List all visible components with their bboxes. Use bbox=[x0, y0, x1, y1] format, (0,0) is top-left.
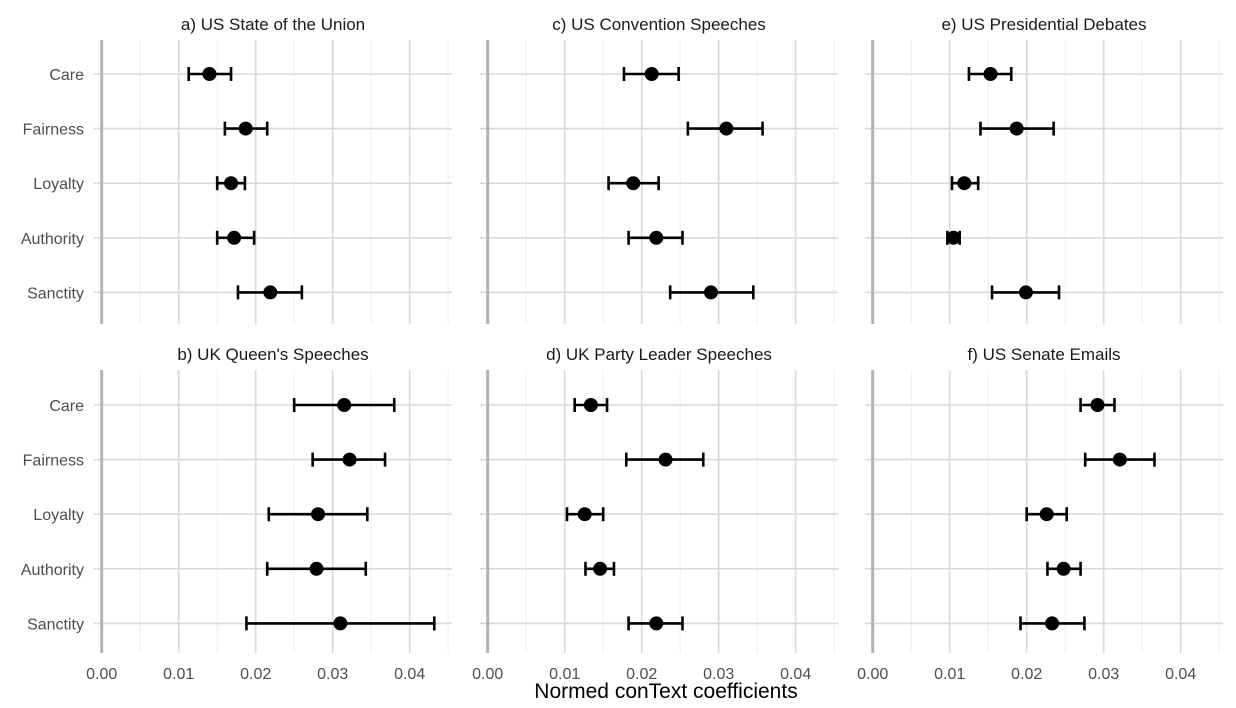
coefficient-point bbox=[644, 67, 659, 81]
category-label: Fairness bbox=[23, 453, 84, 470]
coefficient-point bbox=[703, 285, 718, 300]
x-tick-label: 0.02 bbox=[240, 666, 271, 683]
panel-title: c) US Convention Speeches bbox=[552, 15, 766, 34]
coefficient-point bbox=[957, 176, 972, 191]
x-axis-title: Normed conText coefficients bbox=[534, 680, 797, 703]
coefficient-point bbox=[577, 507, 592, 522]
x-tick-label: 0.04 bbox=[394, 666, 425, 683]
coefficient-point bbox=[337, 398, 352, 412]
category-label: Authority bbox=[21, 562, 84, 579]
panel-title: f) US Senate Emails bbox=[967, 345, 1120, 364]
panel: f) US Senate Emails 0.00 0.01 0.02 0.03 0.04 bbox=[857, 345, 1223, 683]
coefficient-point bbox=[1090, 398, 1105, 412]
coefficient-point bbox=[1112, 452, 1127, 467]
coefficient-point bbox=[1009, 121, 1024, 136]
coefficient-point bbox=[1039, 507, 1054, 522]
coefficient-point bbox=[342, 452, 357, 467]
coefficient-point bbox=[1056, 561, 1071, 576]
x-tick-label: 0.01 bbox=[934, 666, 965, 683]
panel: c) US Convention Speeches bbox=[480, 15, 838, 324]
coefficient-point bbox=[626, 176, 641, 191]
coefficient-point bbox=[224, 176, 239, 191]
panel-title: b) UK Queen's Speeches bbox=[177, 345, 368, 364]
coefficient-point bbox=[309, 561, 324, 576]
x-tick-label: 0.02 bbox=[626, 666, 657, 683]
panel-title: d) UK Party Leader Speeches bbox=[546, 345, 772, 364]
panel: a) US State of the Union Care Fairness Loya… bbox=[21, 15, 452, 324]
coefficient-point bbox=[1018, 285, 1033, 300]
coefficient-point bbox=[649, 230, 664, 245]
panel-title: a) US State of the Union bbox=[181, 15, 365, 34]
category-label: Fairness bbox=[23, 122, 84, 139]
coefficient-point bbox=[1045, 616, 1060, 631]
coefficient-point bbox=[238, 121, 253, 136]
panel: b) UK Queen's Speeches Care Fairness Loyalt… bbox=[21, 345, 452, 683]
coefficient-point bbox=[983, 67, 998, 81]
category-label: Sanctity bbox=[27, 616, 84, 633]
coefficient-point bbox=[649, 616, 664, 631]
category-label: Loyalty bbox=[33, 507, 84, 524]
x-tick-label: 0.04 bbox=[1165, 666, 1196, 683]
coefficient-point bbox=[583, 398, 598, 412]
coefficient-point bbox=[719, 121, 734, 136]
x-tick-label: 0.00 bbox=[857, 666, 888, 683]
coefficient-point bbox=[263, 285, 278, 300]
x-tick-label: 0.03 bbox=[1088, 666, 1119, 683]
category-label: Authority bbox=[21, 231, 84, 248]
coefficient-point bbox=[946, 230, 961, 245]
x-tick-label: 0.00 bbox=[472, 666, 503, 683]
chart-panels: a) US State of the Union Care Fairness Loya… bbox=[21, 15, 1223, 683]
coefficient-point bbox=[333, 616, 348, 631]
coefficient-point bbox=[202, 67, 217, 81]
category-label: Sanctity bbox=[27, 285, 84, 302]
panel: d) UK Party Leader Speeches 0.00 0.01 0.02 0… bbox=[472, 345, 838, 683]
coefficient-point bbox=[311, 507, 326, 522]
panel: e) US Presidential Debates bbox=[865, 15, 1223, 324]
x-tick-label: 0.02 bbox=[1011, 666, 1042, 683]
x-tick-label: 0.04 bbox=[780, 666, 811, 683]
x-tick-label: 0.03 bbox=[703, 666, 734, 683]
coefficient-point bbox=[227, 230, 242, 245]
coefficient-point bbox=[593, 561, 608, 576]
category-label: Loyalty bbox=[33, 176, 84, 193]
coefficient-point bbox=[658, 452, 673, 467]
x-tick-label: 0.01 bbox=[549, 666, 580, 683]
category-label: Care bbox=[49, 67, 84, 84]
x-tick-label: 0.03 bbox=[317, 666, 348, 683]
x-tick-label: 0.00 bbox=[86, 666, 117, 683]
x-tick-label: 0.01 bbox=[163, 666, 194, 683]
panel-title: e) US Presidential Debates bbox=[941, 15, 1146, 34]
category-label: Care bbox=[49, 398, 84, 415]
